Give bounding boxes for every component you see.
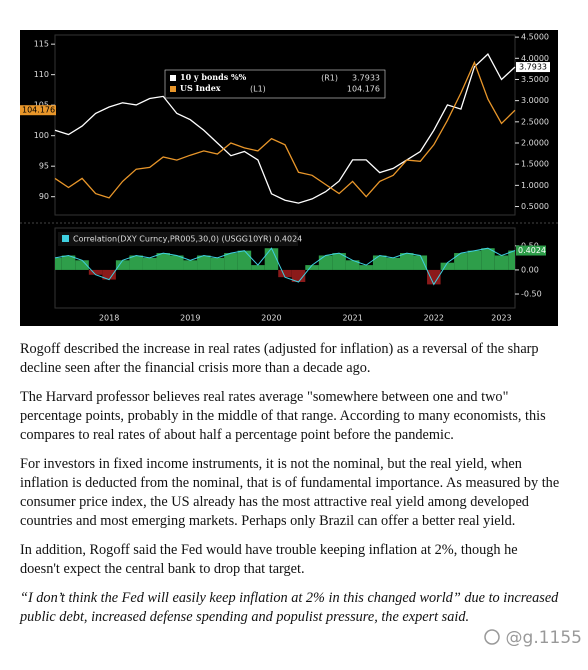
y2-tick-label: 3.5000 — [521, 75, 549, 84]
watermark: @g.1155 — [484, 628, 582, 648]
corr-bar — [318, 255, 333, 270]
corr-bar — [291, 269, 306, 282]
y2-tick-label: 4.0000 — [521, 54, 549, 63]
corr-bar — [237, 250, 252, 270]
x-tick-label: 2022 — [424, 314, 444, 323]
corr-bar — [156, 253, 170, 270]
corr-bar — [427, 269, 441, 285]
last-value-box — [516, 245, 546, 256]
y-tick-label: 115 — [34, 40, 49, 49]
corr-bar — [454, 253, 468, 270]
y2-tick-label: 4.5000 — [521, 33, 549, 42]
corr-bar — [55, 257, 62, 270]
legend-axis: (L1) — [250, 85, 266, 94]
last-value-label: 3.7933 — [519, 63, 547, 72]
corr-bar — [102, 269, 116, 280]
corr-bar — [400, 253, 414, 270]
corr-bar — [508, 250, 515, 270]
y2-tick-label: 1.5000 — [521, 160, 549, 169]
document: Rogoff described the increase in real ra… — [20, 340, 560, 637]
series-line — [54, 53, 516, 204]
corr-bar — [115, 260, 130, 270]
x-tick-label: 2018 — [99, 314, 119, 323]
paragraph: For investors in fixed income instrument… — [20, 456, 560, 529]
corr-bar — [129, 255, 143, 270]
corr-bar — [224, 253, 238, 270]
y2-tick-label: 2.5000 — [521, 117, 549, 126]
corr-bar — [210, 257, 225, 270]
corr-line — [54, 247, 516, 286]
y-tick-label: 105 — [34, 101, 49, 110]
corr-legend-key — [62, 235, 69, 242]
y-tick-label: -0.50 — [521, 290, 542, 299]
corr-bar — [88, 269, 103, 275]
corr-bar — [481, 248, 495, 270]
corr-bar — [278, 269, 292, 278]
corr-bar — [75, 260, 89, 270]
corr-bar — [386, 257, 400, 270]
watermark-icon — [484, 629, 500, 645]
legend-key — [170, 86, 176, 92]
corr-bar — [345, 260, 360, 270]
corr-title: Correlation(DXY Curncy,PR005,30,0) (USGG… — [73, 235, 302, 244]
y-tick-label: 95 — [39, 162, 49, 171]
paragraph: In addition, Rogoff said the Fed would h… — [20, 542, 518, 577]
x-tick-label: 2023 — [491, 314, 511, 323]
last-value-box — [20, 105, 56, 116]
paragraph: Rogoff described the increase in real ra… — [20, 341, 539, 376]
x-tick-label: 2021 — [342, 314, 362, 323]
corr-title-box — [58, 232, 298, 246]
last-value-label: 0.4024 — [518, 246, 546, 255]
y2-tick-label: 0.5000 — [521, 202, 549, 211]
y-tick-label: 110 — [34, 70, 49, 79]
y-tick-label: 0.00 — [521, 265, 539, 274]
last-value-box — [516, 62, 550, 73]
top-plot-frame — [54, 34, 516, 216]
corr-bar — [170, 255, 184, 270]
corr-bar — [183, 260, 198, 270]
corr-bar — [332, 253, 346, 270]
y2-tick-label: 3.0000 — [521, 96, 549, 105]
corr-bar — [197, 255, 211, 270]
legend-box — [164, 69, 386, 99]
corr-bar — [413, 255, 428, 270]
series-line — [54, 60, 516, 199]
corr-bar — [494, 255, 509, 270]
corr-bar — [61, 255, 76, 270]
corr-bar — [142, 257, 157, 270]
corr-bar — [440, 262, 455, 270]
legend-label: 10 y bonds %% — [180, 72, 247, 82]
corr-bar — [251, 265, 265, 270]
y-tick-label: 90 — [39, 192, 49, 201]
corr-bar — [264, 248, 279, 270]
paragraph: The Harvard professor believes real rate… — [20, 389, 546, 443]
corr-bar — [467, 250, 482, 270]
legend-axis: (R1) — [321, 74, 338, 83]
legend-value: 3.7933 — [352, 74, 380, 83]
legend-value: 104.176 — [347, 85, 380, 94]
legend-key — [170, 75, 176, 81]
watermark-text: @g.1155 — [505, 628, 582, 648]
x-tick-label: 2019 — [180, 314, 200, 323]
y-tick-label: 100 — [34, 131, 49, 140]
legend-label: US Index — [180, 83, 221, 93]
y2-tick-label: 2.0000 — [521, 139, 549, 148]
chart: Correlation(DXY Curncy,PR005,30,0) (USGG… — [20, 30, 558, 326]
corr-bar — [359, 265, 373, 270]
y2-tick-label: 1.0000 — [521, 181, 549, 190]
x-tick-label: 2020 — [261, 314, 281, 323]
corr-bar — [372, 255, 387, 270]
quote: “I don’t think the Fed will easily keep … — [20, 590, 559, 625]
last-value-label: 104.176 — [22, 106, 55, 115]
corr-bar — [305, 265, 319, 270]
